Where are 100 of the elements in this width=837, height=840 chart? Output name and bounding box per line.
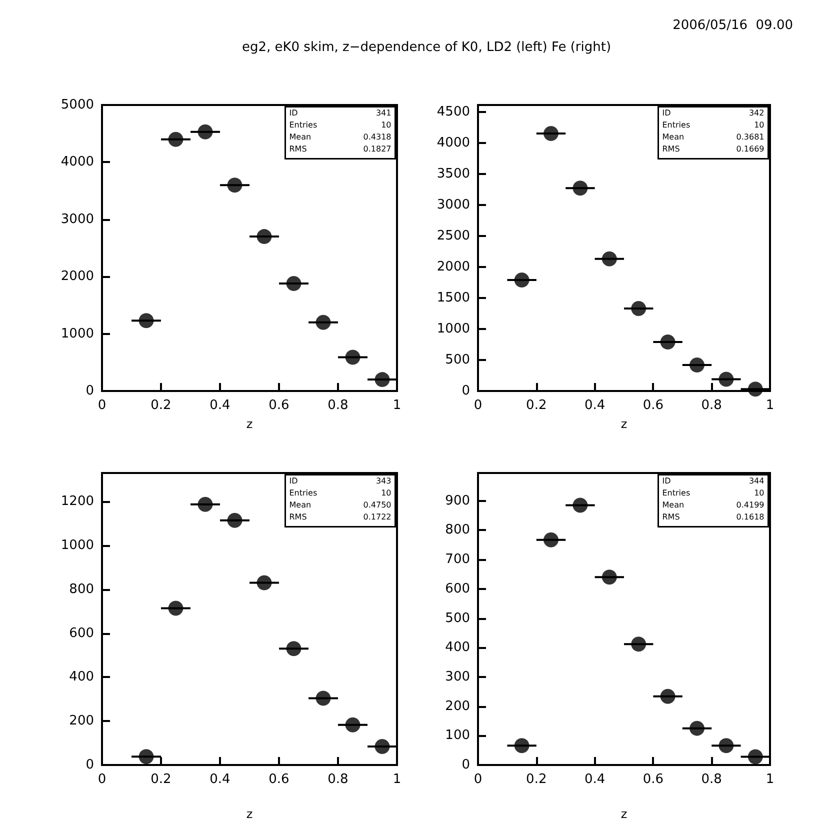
y-tick-label: 2000 bbox=[60, 269, 94, 284]
point bbox=[138, 749, 154, 764]
x-axis-title: z bbox=[620, 807, 628, 821]
text: ID 341 bbox=[289, 108, 392, 118]
point bbox=[718, 372, 734, 387]
point bbox=[572, 498, 588, 513]
x-tick-label: 0 bbox=[98, 398, 106, 413]
x-tick-label: 0.4 bbox=[584, 398, 606, 413]
point bbox=[227, 178, 242, 193]
point bbox=[660, 334, 676, 350]
chart-subtitle: 2006/05/16 09.00 bbox=[672, 18, 793, 33]
x-tick-label: 0.6 bbox=[268, 772, 290, 787]
y-tick-label: 0 bbox=[86, 758, 94, 772]
y-tick-label: 4500 bbox=[436, 104, 470, 120]
x-tick-label: 0.4 bbox=[210, 772, 230, 787]
y-tick-label: 100 bbox=[445, 728, 470, 744]
x-axis-title: z bbox=[620, 417, 628, 431]
y-tick-label: 1500 bbox=[436, 290, 470, 306]
text: Entries 10 bbox=[289, 488, 392, 498]
point bbox=[256, 229, 272, 244]
point bbox=[660, 688, 676, 704]
y-tick-label: 700 bbox=[445, 552, 470, 568]
x-tick-label: 0.6 bbox=[268, 398, 290, 413]
x-tick-label: 0 bbox=[474, 772, 482, 787]
text: Mean 0.3681 bbox=[662, 132, 764, 142]
x-tick-label: 0.8 bbox=[328, 772, 348, 787]
text: ID 344 bbox=[662, 476, 764, 486]
x-tick-label: 0.4 bbox=[584, 772, 606, 787]
text: eg2, eK0 skim, z−dependence of K0, LD2 (left) Fe (right) bbox=[240, 40, 612, 55]
point bbox=[544, 126, 558, 142]
y-tick-label: 0 bbox=[462, 758, 470, 772]
y-tick-label: 900 bbox=[445, 493, 470, 508]
point bbox=[374, 739, 390, 754]
x-tick-label: 1 bbox=[392, 772, 402, 787]
x-tick-label: 0.2 bbox=[150, 772, 172, 787]
text: ID 343 bbox=[289, 476, 392, 486]
y-tick-label: 400 bbox=[69, 670, 94, 685]
y-tick-label: 800 bbox=[69, 582, 94, 597]
point bbox=[168, 600, 184, 616]
point bbox=[602, 570, 617, 585]
y-tick-label: 200 bbox=[445, 698, 470, 714]
x-tick-label: 0.2 bbox=[526, 398, 547, 413]
text: ID 342 bbox=[662, 108, 764, 118]
point bbox=[514, 738, 530, 754]
y-tick-label: 800 bbox=[445, 522, 470, 538]
x-tick-label: 0.6 bbox=[642, 772, 664, 787]
y-tick-label: 3500 bbox=[436, 166, 470, 182]
point bbox=[718, 738, 734, 754]
x-tick-label: 0.2 bbox=[526, 772, 547, 787]
point bbox=[198, 496, 213, 512]
x-tick-label: 0.8 bbox=[701, 772, 722, 787]
x-tick-label: 0.2 bbox=[150, 398, 172, 413]
x-tick-label: 0 bbox=[98, 772, 106, 787]
x-tick-label: 0.8 bbox=[328, 398, 348, 413]
point bbox=[198, 124, 213, 140]
text: Mean 0.4199 bbox=[662, 500, 764, 510]
text: RMS 0.1669 bbox=[662, 144, 764, 154]
y-tick-label: 200 bbox=[69, 714, 94, 729]
point bbox=[286, 276, 302, 291]
y-tick-label: 3000 bbox=[436, 197, 470, 212]
x-tick-label: 0.6 bbox=[642, 398, 664, 413]
text: RMS 0.1618 bbox=[662, 512, 764, 522]
point bbox=[631, 636, 646, 652]
point bbox=[602, 251, 617, 266]
point bbox=[631, 300, 646, 316]
y-tick-label: 1000 bbox=[436, 321, 470, 336]
point bbox=[316, 314, 331, 330]
x-axis-title: z bbox=[246, 417, 253, 431]
y-tick-label: 4000 bbox=[60, 154, 94, 170]
y-tick-label: 1000 bbox=[60, 326, 94, 342]
x-tick-label: 0.4 bbox=[210, 398, 230, 413]
y-tick-label: 300 bbox=[445, 669, 470, 684]
x-tick-label: 0 bbox=[474, 398, 482, 413]
y-tick-label: 2500 bbox=[436, 228, 470, 244]
point bbox=[572, 180, 588, 196]
point bbox=[227, 512, 242, 528]
text: Entries 10 bbox=[289, 120, 392, 130]
text: Entries 10 bbox=[662, 120, 764, 130]
point bbox=[286, 641, 302, 656]
y-tick-label: 3000 bbox=[60, 212, 94, 227]
point bbox=[345, 717, 360, 732]
x-tick-label: 0.8 bbox=[701, 398, 722, 413]
point bbox=[345, 350, 360, 365]
y-tick-label: 0 bbox=[86, 384, 94, 398]
y-tick-label: 1000 bbox=[60, 538, 94, 553]
point bbox=[168, 132, 184, 147]
y-tick-label: 500 bbox=[445, 610, 470, 626]
y-tick-label: 0 bbox=[462, 384, 470, 398]
y-tick-label: 2000 bbox=[436, 259, 470, 274]
y-tick-label: 600 bbox=[69, 626, 94, 641]
text: Mean 0.4318 bbox=[289, 132, 392, 142]
point bbox=[690, 357, 704, 372]
text: Entries 10 bbox=[662, 488, 764, 498]
point bbox=[748, 382, 763, 397]
point bbox=[748, 749, 763, 764]
y-tick-label: 5000 bbox=[60, 98, 94, 112]
point bbox=[514, 272, 530, 288]
x-tick-label: 1 bbox=[392, 398, 402, 413]
x-axis-title: z bbox=[246, 807, 253, 821]
y-tick-label: 1200 bbox=[60, 494, 94, 510]
